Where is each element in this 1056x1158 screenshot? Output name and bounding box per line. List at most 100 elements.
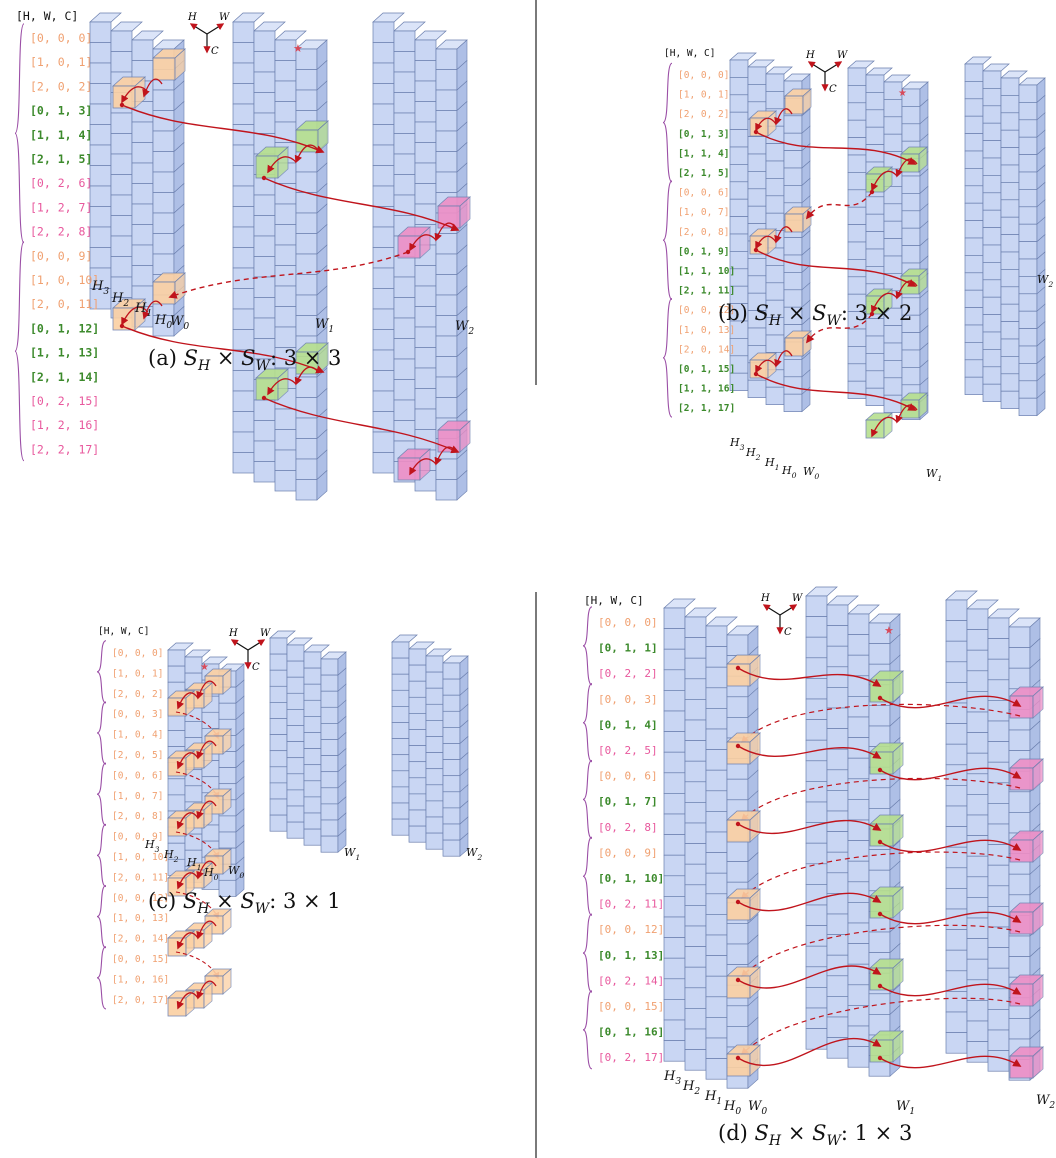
stack-cell — [89, 62, 112, 84]
index-label: [2, 0, 11] — [30, 297, 99, 311]
axis-h-label: H — [187, 12, 197, 23]
orange-cube — [166, 930, 196, 957]
stack-cell — [232, 431, 255, 453]
stack-cell — [826, 687, 849, 709]
stack-cell — [883, 377, 903, 396]
stack-cell — [747, 188, 767, 207]
index-label: [2, 2, 8] — [30, 225, 92, 239]
axis-w-label: W — [260, 628, 271, 639]
stack-cell — [847, 943, 870, 965]
axis-c-label: C — [211, 46, 219, 57]
hop-arrow — [409, 234, 437, 252]
group-brace — [14, 241, 25, 462]
h-label: H2 — [745, 446, 761, 462]
stack-cell — [847, 380, 867, 399]
stack-cell — [320, 787, 339, 805]
stack-cell — [1018, 397, 1038, 416]
cube-side — [459, 420, 471, 453]
stack-cell — [865, 231, 885, 250]
stack-cell — [865, 144, 885, 163]
stack-cell — [286, 789, 305, 807]
axis-c-label: C — [784, 627, 792, 638]
index-label: [0, 1, 15] — [678, 364, 735, 375]
cube-side — [222, 908, 232, 935]
stack-top-face — [1000, 70, 1028, 79]
index-label: [0, 1, 7] — [598, 795, 658, 808]
stack-cell — [425, 768, 444, 786]
stack-top-face — [765, 66, 793, 75]
group-brace — [582, 990, 593, 1070]
stack-side-face — [1036, 390, 1046, 417]
index-label: [2, 0, 8] — [112, 811, 163, 822]
stack-cell — [152, 171, 175, 193]
stack-cell — [783, 150, 803, 169]
stack-cell — [442, 759, 461, 777]
wrap-arrow — [175, 711, 220, 740]
stack-cell — [435, 274, 458, 296]
stack-cell — [303, 764, 322, 782]
stack-cell — [218, 767, 237, 785]
stack-cell — [435, 479, 458, 501]
stack-cell — [269, 637, 288, 655]
stack-cell — [987, 761, 1010, 784]
stack-cell — [982, 366, 1002, 385]
stack-cell — [883, 116, 903, 135]
green-cube — [868, 742, 905, 775]
stack-cell — [232, 411, 255, 433]
stack-cell — [435, 253, 458, 275]
stack-cell — [414, 80, 437, 102]
stack-cell — [89, 185, 112, 207]
cube-side — [203, 982, 213, 1009]
transfer-arrow — [879, 767, 1022, 781]
stack-cell — [805, 616, 828, 638]
hop-arrow — [176, 812, 199, 830]
stack-cell — [152, 233, 175, 255]
stack-cell — [783, 115, 803, 134]
caption-d: (d) SH × SW: 1 × 3 — [718, 1121, 912, 1149]
h-label: H3 — [663, 1069, 681, 1087]
stack-cell — [393, 297, 416, 319]
h-subscript: 2 — [122, 299, 129, 309]
stack-cell — [286, 644, 305, 662]
stack-cell — [765, 386, 785, 405]
stack-cell — [987, 720, 1010, 742]
stack-cell — [408, 664, 427, 682]
cube-side — [892, 958, 904, 991]
h-label: H2 — [682, 1079, 700, 1097]
stack-cell — [705, 996, 728, 1018]
stack-cell — [945, 991, 968, 1013]
stack-cell — [705, 955, 728, 977]
stack-top-face — [393, 21, 426, 32]
stack-cell — [320, 835, 339, 853]
transfer-arrow — [755, 131, 917, 165]
stack-cell — [303, 699, 322, 717]
stack-cell — [89, 206, 112, 228]
stack-cell — [1018, 154, 1038, 173]
stack-cell — [663, 999, 686, 1021]
stack-cell — [1000, 164, 1020, 183]
index-labels: [H, W, C] [0, 0, 0] [0, 1, 1] [0, 2, 2] [0, … — [582, 594, 664, 1070]
stack-cell — [320, 658, 339, 676]
group-brace — [96, 762, 107, 826]
stack-cell — [372, 124, 395, 146]
stack-top-face — [286, 637, 313, 646]
stack-cell — [868, 787, 891, 809]
stack-cell — [705, 1037, 728, 1059]
stack-cell — [320, 771, 339, 789]
stack-cell — [966, 917, 989, 939]
stack-cell — [1000, 269, 1020, 288]
stack-cell — [89, 42, 112, 64]
stack-cell — [110, 112, 133, 134]
w-subscript: 1 — [355, 853, 360, 862]
stack-cell — [847, 757, 870, 780]
stack-cell — [783, 185, 803, 204]
stack-cell — [286, 660, 305, 678]
green-cube — [868, 670, 905, 703]
stack-cell — [442, 807, 461, 825]
stack-cell — [945, 764, 968, 786]
header-label: [H, W, C] — [664, 48, 715, 59]
w-subscript: 0 — [814, 472, 819, 481]
stack-cell — [232, 288, 255, 310]
stack-cell — [826, 666, 849, 688]
stack-cell — [684, 760, 707, 783]
